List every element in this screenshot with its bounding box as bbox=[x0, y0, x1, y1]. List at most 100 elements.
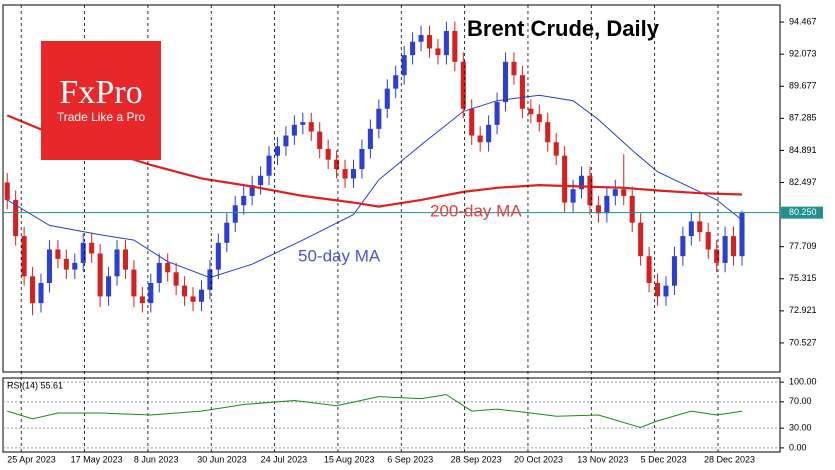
candle-body bbox=[283, 135, 289, 147]
candle-body bbox=[502, 61, 509, 103]
candle-body bbox=[528, 108, 534, 115]
candle-body bbox=[587, 175, 593, 206]
logo-tagline: Trade Like a Pro bbox=[57, 110, 146, 124]
candle-body bbox=[317, 131, 323, 149]
candle-body bbox=[629, 195, 635, 223]
y-tick-label: 87.285 bbox=[789, 113, 817, 123]
candle-body bbox=[38, 282, 44, 304]
candle-body bbox=[460, 61, 466, 109]
logo-name: FxPro bbox=[59, 74, 142, 111]
candle-body bbox=[334, 159, 340, 170]
candle-body bbox=[393, 75, 399, 89]
candle-body bbox=[562, 155, 568, 203]
candle-body bbox=[190, 296, 196, 302]
candle-body bbox=[578, 175, 585, 190]
x-tick-label: 15 Aug 2023 bbox=[324, 454, 375, 464]
chart-title: Brent Crude, Daily bbox=[467, 16, 660, 41]
y-tick-label: 75.315 bbox=[789, 273, 817, 283]
candle-body bbox=[595, 205, 601, 214]
candle-body bbox=[30, 276, 36, 304]
last-price-label: 80.250 bbox=[789, 207, 817, 217]
y-tick-label: 70.00 bbox=[789, 396, 812, 406]
candle-body bbox=[266, 155, 272, 176]
candle-body bbox=[63, 258, 69, 270]
candle-body bbox=[291, 124, 297, 136]
candle-body bbox=[739, 212, 745, 257]
candle-body bbox=[663, 285, 669, 297]
candle-body bbox=[545, 122, 551, 143]
y-tick-label: 89.677 bbox=[789, 81, 817, 91]
candle-body bbox=[182, 285, 188, 297]
rsi-title: RSI(14) 55.61 bbox=[7, 380, 63, 390]
candle-body bbox=[89, 242, 95, 254]
ma50-label: 50-day MA bbox=[298, 246, 381, 265]
candle-body bbox=[13, 199, 19, 237]
candle-body bbox=[308, 122, 314, 132]
candle-body bbox=[274, 146, 281, 156]
candle-body bbox=[638, 222, 644, 257]
candle-body bbox=[55, 249, 61, 259]
candle-body bbox=[241, 195, 247, 206]
y-tick-label: 94.467 bbox=[789, 16, 817, 26]
candle-body bbox=[536, 114, 542, 123]
candle-body bbox=[106, 276, 112, 297]
x-tick-label: 5 Dec 2023 bbox=[641, 454, 687, 464]
candle-body bbox=[705, 232, 711, 250]
candle-body bbox=[477, 135, 483, 143]
x-tick-label: 25 Apr 2023 bbox=[7, 454, 56, 464]
candle-body bbox=[148, 282, 154, 304]
candle-body bbox=[570, 189, 576, 203]
candle-body bbox=[325, 148, 331, 160]
candle-body bbox=[207, 269, 213, 290]
candle-body bbox=[435, 48, 441, 56]
y-tick-label: 77.709 bbox=[789, 241, 817, 251]
candle-body bbox=[173, 272, 179, 286]
candle-body bbox=[367, 128, 373, 149]
plot: 94.467 92.073 89.677 87.285 84.891 82.497 77.7… bbox=[3, 5, 823, 464]
candle-body bbox=[215, 242, 221, 270]
x-tick-label: 8 Jun 2023 bbox=[134, 454, 179, 464]
x-tick-label: 6 Sep 2023 bbox=[387, 454, 433, 464]
last-price-box bbox=[781, 206, 823, 219]
x-tick-label: 28 Sep 2023 bbox=[451, 454, 502, 464]
y-tick-label: 70.527 bbox=[789, 337, 817, 347]
candle-body bbox=[350, 169, 357, 179]
candle-body bbox=[486, 124, 492, 143]
ma200-label: 200-day MA bbox=[430, 201, 522, 220]
x-tick-label: 30 Jun 2023 bbox=[197, 454, 247, 464]
candle-body bbox=[697, 221, 703, 233]
candle-body bbox=[80, 242, 86, 263]
candle-body bbox=[621, 189, 627, 196]
candle-body bbox=[494, 102, 500, 125]
candle-body bbox=[72, 262, 78, 270]
candle-body bbox=[714, 249, 720, 263]
x-tick-label: 17 May 2023 bbox=[71, 454, 123, 464]
candle-body bbox=[553, 142, 559, 156]
candle-body bbox=[443, 31, 449, 56]
candle-body bbox=[688, 221, 694, 237]
y-tick-label: 84.891 bbox=[789, 145, 817, 155]
candle-body bbox=[410, 41, 416, 56]
candle-body bbox=[452, 31, 458, 62]
candle-body bbox=[342, 169, 348, 179]
x-tick-label: 28 Dec 2023 bbox=[704, 454, 755, 464]
candle-body bbox=[97, 253, 103, 297]
rsi-panel bbox=[2, 377, 781, 453]
candle-body bbox=[46, 249, 52, 283]
candle-body bbox=[426, 35, 433, 49]
candle-body bbox=[646, 256, 652, 283]
moving-average bbox=[6, 114, 743, 208]
candle-body bbox=[249, 185, 255, 196]
candle-body bbox=[655, 282, 661, 297]
candle-body bbox=[198, 289, 205, 302]
y-tick-label: 92.073 bbox=[789, 49, 817, 59]
candle-body bbox=[156, 262, 162, 283]
y-tick-label: 72.921 bbox=[789, 305, 817, 315]
logo-box bbox=[41, 41, 161, 160]
candle-body bbox=[604, 195, 610, 214]
rsi-line bbox=[7, 394, 743, 429]
y-tick-label: 82.497 bbox=[789, 177, 817, 187]
candle-body bbox=[519, 75, 525, 109]
y-tick-label: 100.00 bbox=[789, 376, 817, 386]
